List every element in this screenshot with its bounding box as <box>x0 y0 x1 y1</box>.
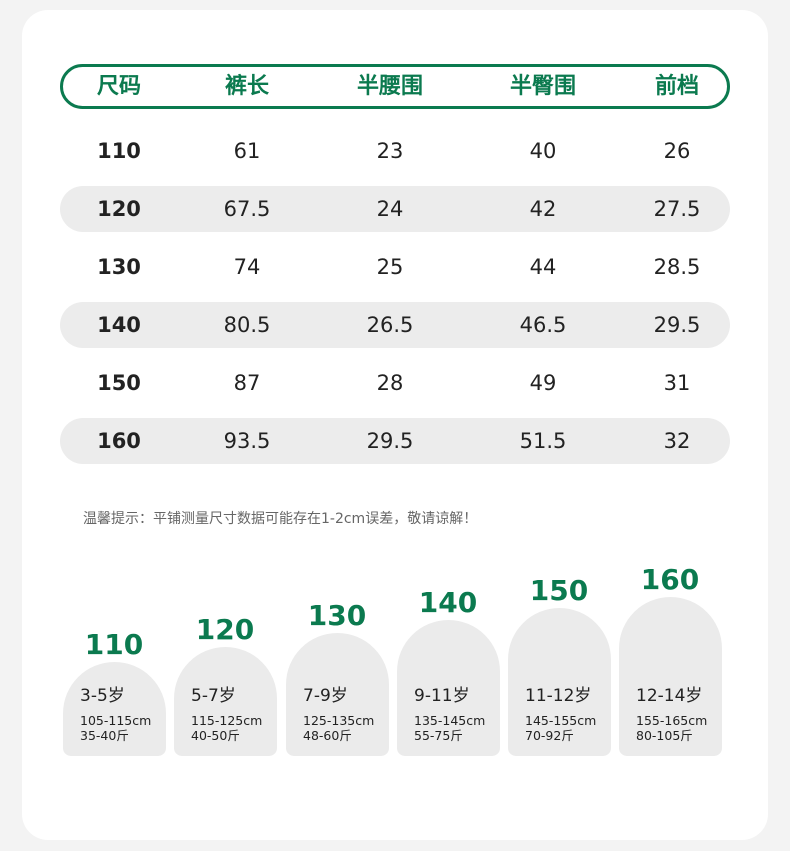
measurement-cell: 25 <box>376 255 404 279</box>
column-header: 半腰围 <box>356 74 424 99</box>
measurement-cell: 28.5 <box>653 255 701 279</box>
size-guide-label: 120 <box>195 613 255 646</box>
measurement-cell: 26 <box>663 139 691 163</box>
size-guide-card: 11-12岁 145-155cm 70-92斤 <box>508 608 611 756</box>
size-guide-label: 150 <box>529 574 589 607</box>
measurement-cell: 80.5 <box>223 313 271 337</box>
measurement-cell: 93.5 <box>223 429 271 453</box>
size-guide-height: 125-135cm <box>303 713 375 728</box>
measurement-cell: 67.5 <box>223 197 271 221</box>
measurement-cell: 49 <box>529 371 557 395</box>
table-row: 150 87 28 49 31 <box>60 360 730 406</box>
measurement-note: 温馨提示：平铺测量尺寸数据可能存在1-2cm误差，敬请谅解！ <box>83 511 478 527</box>
measurement-cell: 31 <box>663 371 691 395</box>
measurement-cell: 61 <box>233 139 261 163</box>
measurement-cell: 51.5 <box>519 429 567 453</box>
size-cell: 150 <box>97 371 141 395</box>
size-guide-weight: 48-60斤 <box>303 728 352 743</box>
size-guide-weight: 40-50斤 <box>191 728 240 743</box>
size-guide-height: 105-115cm <box>80 713 152 728</box>
size-guide-height: 115-125cm <box>191 713 263 728</box>
size-guide-weight: 35-40斤 <box>80 728 129 743</box>
table-row: 160 93.5 29.5 51.5 32 <box>60 418 730 464</box>
column-header: 前档 <box>654 74 700 99</box>
size-guide-age: 5-7岁 <box>191 686 236 706</box>
size-guide-card: 7-9岁 125-135cm 48-60斤 <box>286 633 389 756</box>
measurement-cell: 23 <box>376 139 404 163</box>
size-cell: 130 <box>97 255 141 279</box>
table-header: 尺码 裤长 半腰围 半臀围 前档 <box>60 64 730 109</box>
measurement-cell: 27.5 <box>653 197 701 221</box>
size-guide-label: 130 <box>307 599 367 632</box>
measurement-cell: 87 <box>233 371 261 395</box>
size-guide-age: 7-9岁 <box>303 686 348 706</box>
measurement-cell: 74 <box>233 255 261 279</box>
size-cell: 120 <box>97 197 141 221</box>
measurement-cell: 24 <box>376 197 404 221</box>
measurement-cell: 46.5 <box>519 313 567 337</box>
table-row: 130 74 25 44 28.5 <box>60 244 730 290</box>
measurement-cell: 28 <box>376 371 404 395</box>
size-guide-card: 12-14岁 155-165cm 80-105斤 <box>619 597 722 756</box>
column-header: 尺码 <box>96 74 142 99</box>
column-header: 裤长 <box>224 74 270 99</box>
measurement-cell: 32 <box>663 429 691 453</box>
size-guide-height: 145-155cm <box>525 713 597 728</box>
table-row: 110 61 23 40 26 <box>60 128 730 174</box>
measurement-cell: 40 <box>529 139 557 163</box>
table-row: 120 67.5 24 42 27.5 <box>60 186 730 232</box>
measurement-cell: 26.5 <box>366 313 414 337</box>
size-guide-age: 3-5岁 <box>80 686 125 706</box>
size-guide-height: 155-165cm <box>636 713 708 728</box>
size-guide-label: 140 <box>418 586 478 619</box>
size-guide-card: 5-7岁 115-125cm 40-50斤 <box>174 647 277 756</box>
size-cell: 160 <box>97 429 141 453</box>
table-row: 140 80.5 26.5 46.5 29.5 <box>60 302 730 348</box>
size-guide-label: 110 <box>84 628 144 661</box>
size-guide-height: 135-145cm <box>414 713 486 728</box>
size-guide-weight: 55-75斤 <box>414 728 463 743</box>
size-guide-card: 3-5岁 105-115cm 35-40斤 <box>63 662 166 756</box>
size-guide-age: 9-11岁 <box>414 686 470 706</box>
size-guide-age: 12-14岁 <box>636 686 703 706</box>
size-cell: 140 <box>97 313 141 337</box>
size-guide-weight: 70-92斤 <box>525 728 574 743</box>
measurement-cell: 29.5 <box>366 429 414 453</box>
column-header: 半臀围 <box>509 74 577 99</box>
size-cell: 110 <box>97 139 141 163</box>
measurement-cell: 44 <box>529 255 557 279</box>
size-guide-weight: 80-105斤 <box>636 728 693 743</box>
size-guide-label: 160 <box>640 563 700 596</box>
size-guide-age: 11-12岁 <box>525 686 592 706</box>
measurement-cell: 42 <box>529 197 557 221</box>
measurement-cell: 29.5 <box>653 313 701 337</box>
size-guide-card: 9-11岁 135-145cm 55-75斤 <box>397 620 500 756</box>
